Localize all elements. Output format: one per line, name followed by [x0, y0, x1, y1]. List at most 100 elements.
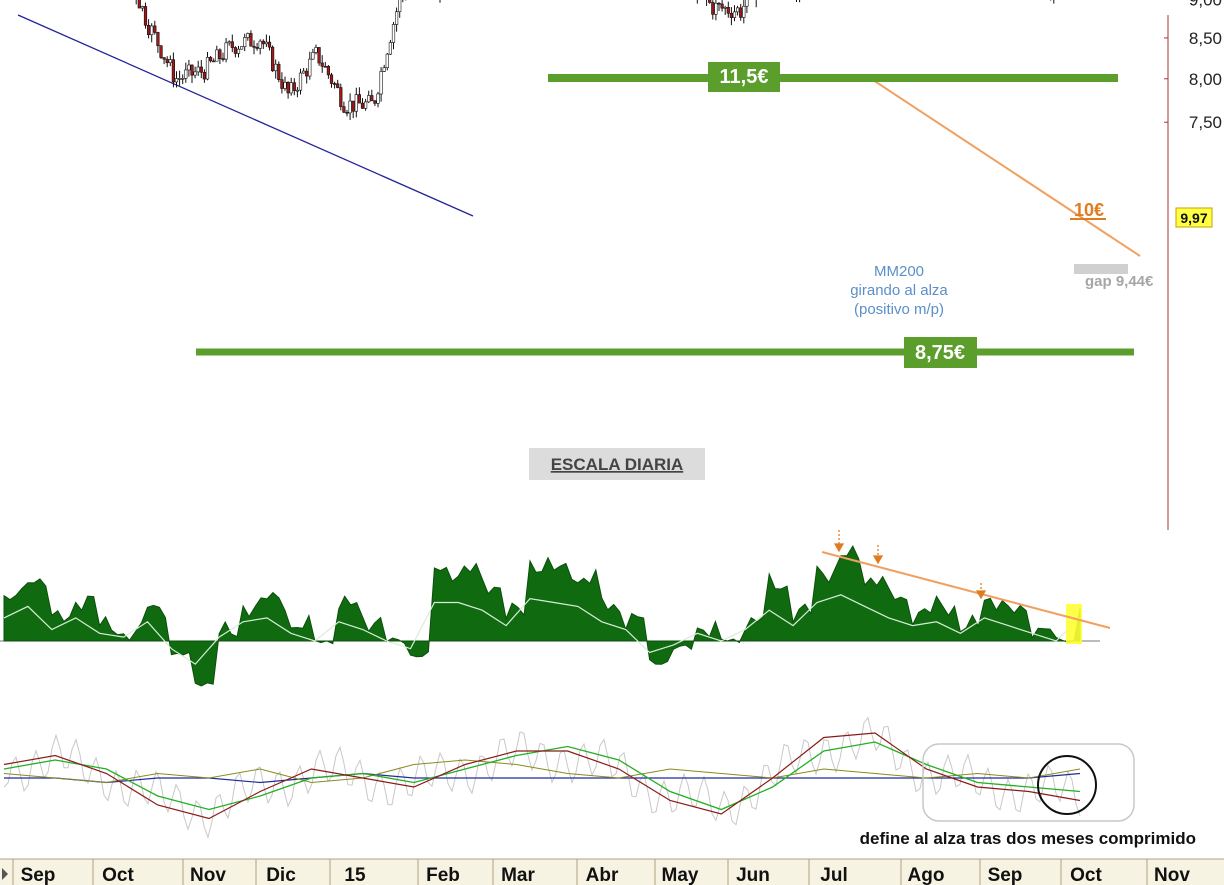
oscillator-gray-line	[3, 716, 1081, 839]
month-label: Ago	[908, 865, 945, 885]
month-label: 15	[344, 865, 366, 885]
down-arrow-icon	[975, 590, 987, 600]
price-candle	[329, 72, 334, 88]
price-candle	[320, 55, 324, 73]
price-candle	[280, 72, 284, 94]
price-candle	[729, 7, 733, 26]
price-candle	[295, 87, 300, 98]
price-candle	[391, 21, 396, 50]
price-candle	[323, 61, 327, 68]
last-price-box	[1175, 207, 1213, 228]
price-candles	[135, 0, 1055, 120]
price-candle	[735, 5, 740, 16]
price-candle	[332, 81, 337, 89]
price-axis-labels: 7,508,008,509,009,5010,0010,5011,0011,50…	[1189, 0, 1222, 132]
price-candle	[292, 78, 296, 96]
price-candle	[181, 74, 185, 85]
price-candle	[717, 2, 721, 11]
month-label: Mar	[501, 865, 535, 885]
resistance-label-box	[708, 62, 780, 92]
price-candle	[301, 68, 306, 74]
price-candle	[286, 81, 290, 99]
volume-area	[3, 544, 1081, 687]
price-candle	[714, 0, 718, 21]
price-candle	[187, 59, 191, 77]
price-candle	[215, 45, 219, 62]
price-candle	[317, 47, 321, 66]
volume-trend-line	[821, 551, 1111, 629]
scale-note-box	[529, 448, 705, 480]
price-candle	[212, 58, 216, 63]
gap-label: gap 9,44€	[1085, 273, 1154, 290]
price-candle	[174, 71, 179, 88]
price-candle	[742, 0, 746, 24]
price-candle	[732, 5, 737, 22]
price-candle	[706, 0, 708, 6]
scroll-left-icon[interactable]	[2, 868, 8, 880]
oscillator-green-line	[3, 741, 1081, 811]
price-candle	[135, 0, 137, 5]
price-candle	[209, 55, 213, 63]
price-candle	[218, 48, 222, 64]
price-candle	[367, 90, 371, 104]
price-candle	[236, 45, 241, 58]
price-candle	[796, 0, 797, 2]
price-candle	[193, 66, 197, 79]
price-candle	[382, 64, 386, 73]
price-candle	[205, 52, 210, 81]
price-candle	[388, 39, 393, 55]
price-candle	[370, 89, 374, 102]
price-candle	[258, 39, 262, 55]
short-downtrend-line	[869, 77, 1141, 257]
price-candle	[711, 0, 715, 20]
price-candle	[723, 5, 727, 15]
price-candle	[224, 38, 228, 63]
price-candle	[283, 76, 287, 91]
price-candle	[184, 62, 188, 83]
month-label: Jun	[736, 865, 770, 885]
month-label: Oct	[1070, 865, 1102, 885]
support-label-box	[904, 337, 977, 368]
price-candle	[202, 69, 207, 83]
price-candle	[726, 1, 730, 18]
month-label: Sep	[21, 865, 56, 885]
price-candle	[255, 42, 259, 51]
price-candle	[277, 61, 281, 83]
volume-average-line	[3, 594, 1081, 665]
price-candle	[739, 3, 743, 21]
price-candle	[261, 39, 265, 49]
mm200-note-line1: MM200	[874, 263, 924, 280]
price-candle	[305, 68, 309, 84]
month-label: Nov	[190, 865, 226, 885]
price-candle	[298, 68, 303, 95]
price-candle	[311, 48, 315, 60]
price-candle	[264, 34, 269, 47]
month-label: Dic	[266, 865, 296, 885]
price-candle	[336, 79, 340, 89]
price-candle	[354, 87, 358, 118]
price-axis-label: 7,50	[1189, 113, 1222, 132]
price-candle	[246, 32, 250, 41]
price-candle	[1053, 0, 1055, 4]
price-candle	[363, 98, 368, 111]
price-candle	[402, 0, 404, 3]
price-candle	[249, 30, 253, 47]
month-label: May	[662, 865, 699, 885]
last-price-label: 9,97	[1180, 210, 1207, 226]
price-candle	[745, 0, 749, 13]
price-candle	[360, 98, 365, 109]
price-candle	[159, 45, 163, 60]
month-label: Jul	[820, 865, 847, 885]
long-downtrend-line	[17, 14, 474, 217]
mm200-note-line3: (positivo m/p)	[854, 301, 944, 318]
price-candle	[156, 31, 160, 53]
price-candle	[799, 0, 801, 3]
price-candle	[376, 91, 380, 108]
price-candle	[243, 33, 247, 52]
month-ticks	[12, 859, 1148, 885]
price-candle	[289, 77, 293, 96]
price-candle	[439, 0, 441, 3]
price-candle	[252, 40, 256, 55]
month-label: Oct	[102, 865, 134, 885]
